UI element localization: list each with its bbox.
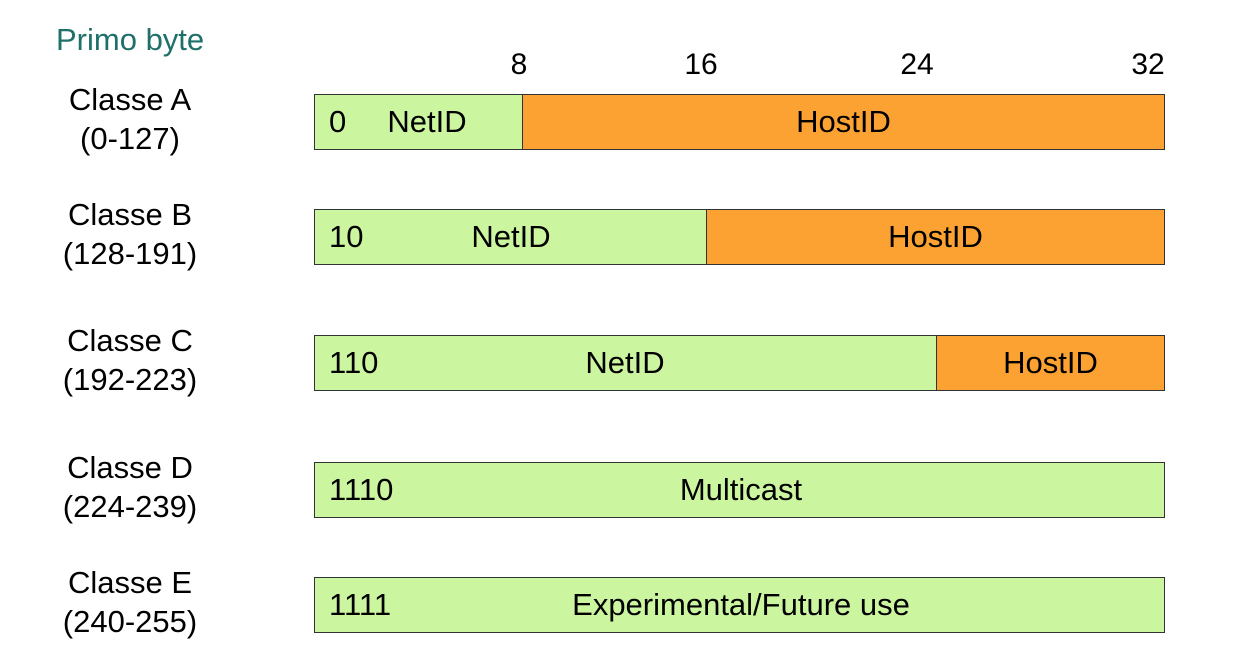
class-b-name: Classe B xyxy=(67,197,193,232)
class-a-prefix: 0 xyxy=(329,104,347,139)
class-e-segment: 1111 Experimental/Future use xyxy=(315,578,1164,632)
bit-mark-16: 16 xyxy=(684,48,718,81)
class-a-label: Classe A (0-127) xyxy=(40,80,220,158)
class-b-range: (128-191) xyxy=(62,236,198,271)
class-e-label: Classe E (240-255) xyxy=(40,563,220,641)
class-e-bar: 1111 Experimental/Future use xyxy=(314,577,1165,633)
class-c-name: Classe C xyxy=(67,323,193,358)
class-d-prefix: 1110 xyxy=(329,472,394,507)
class-a-host-segment: HostID xyxy=(522,95,1164,149)
class-a-net-label: NetID xyxy=(387,104,467,139)
class-b-net-segment: 10 NetID xyxy=(315,210,706,264)
class-e-range: (240-255) xyxy=(62,604,198,639)
class-d-segment: 1110 Multicast xyxy=(315,463,1164,517)
class-c-label: Classe C (192-223) xyxy=(40,321,220,399)
class-b-bar: 10 NetID HostID xyxy=(314,209,1165,265)
class-b-host-label: HostID xyxy=(888,219,983,254)
class-c-host-label: HostID xyxy=(1003,345,1098,380)
class-c-range: (192-223) xyxy=(62,362,198,397)
class-a-range: (0-127) xyxy=(80,121,180,156)
class-d-label: Classe D (224-239) xyxy=(40,448,220,526)
class-b-host-segment: HostID xyxy=(706,210,1164,264)
bit-mark-32: 32 xyxy=(1131,48,1165,81)
class-a-host-label: HostID xyxy=(796,104,891,139)
class-e-prefix: 1111 xyxy=(329,587,392,622)
class-c-bar: 110 NetID HostID xyxy=(314,335,1165,391)
primo-byte-header: Primo byte xyxy=(56,22,205,57)
class-b-label: Classe B (128-191) xyxy=(40,195,220,273)
class-c-prefix: 110 xyxy=(329,345,379,380)
class-a-net-segment: 0 NetID xyxy=(315,95,522,149)
class-d-range: (224-239) xyxy=(62,489,198,524)
class-d-multicast-label: Multicast xyxy=(679,472,803,507)
class-c-host-segment: HostID xyxy=(936,336,1164,390)
class-e-experimental-label: Experimental/Future use xyxy=(572,587,910,622)
class-d-bar: 1110 Multicast xyxy=(314,462,1165,518)
class-e-name: Classe E xyxy=(67,565,193,600)
class-b-prefix: 10 xyxy=(329,219,364,254)
bit-mark-24: 24 xyxy=(900,48,934,81)
class-d-name: Classe D xyxy=(67,450,193,485)
class-a-bar: 0 NetID HostID xyxy=(314,94,1165,150)
class-c-net-segment: 110 NetID xyxy=(315,336,936,390)
class-a-name: Classe A xyxy=(68,82,192,117)
class-b-net-label: NetID xyxy=(471,219,551,254)
class-c-net-label: NetID xyxy=(585,345,665,380)
bit-mark-8: 8 xyxy=(510,48,528,81)
